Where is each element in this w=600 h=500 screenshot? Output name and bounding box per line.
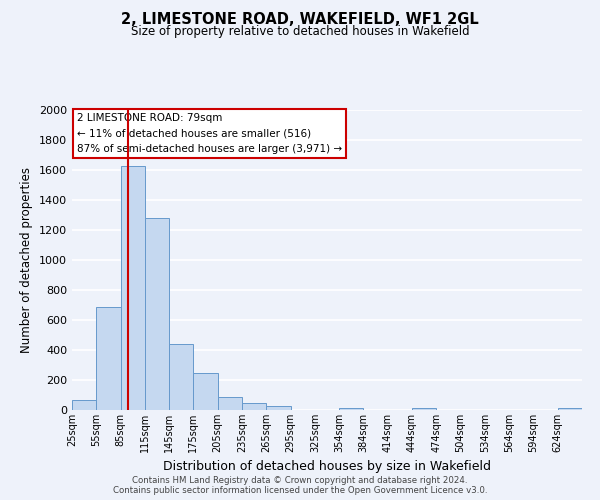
Text: Contains HM Land Registry data © Crown copyright and database right 2024.: Contains HM Land Registry data © Crown c… — [132, 476, 468, 485]
Bar — [339, 408, 364, 410]
Bar — [121, 166, 145, 410]
Bar — [72, 400, 96, 410]
Y-axis label: Number of detached properties: Number of detached properties — [20, 167, 34, 353]
Bar — [96, 306, 121, 410]
Bar — [242, 402, 266, 410]
Bar — [193, 372, 218, 410]
Text: Contains public sector information licensed under the Open Government Licence v3: Contains public sector information licen… — [113, 486, 487, 495]
Text: 2 LIMESTONE ROAD: 79sqm
← 11% of detached houses are smaller (516)
87% of semi-d: 2 LIMESTONE ROAD: 79sqm ← 11% of detache… — [77, 113, 342, 154]
Bar — [266, 406, 290, 410]
Bar — [558, 408, 582, 410]
Bar — [412, 408, 436, 410]
Text: Size of property relative to detached houses in Wakefield: Size of property relative to detached ho… — [131, 25, 469, 38]
Text: 2, LIMESTONE ROAD, WAKEFIELD, WF1 2GL: 2, LIMESTONE ROAD, WAKEFIELD, WF1 2GL — [121, 12, 479, 28]
X-axis label: Distribution of detached houses by size in Wakefield: Distribution of detached houses by size … — [163, 460, 491, 473]
Bar — [145, 218, 169, 410]
Bar — [169, 344, 193, 410]
Bar — [218, 396, 242, 410]
